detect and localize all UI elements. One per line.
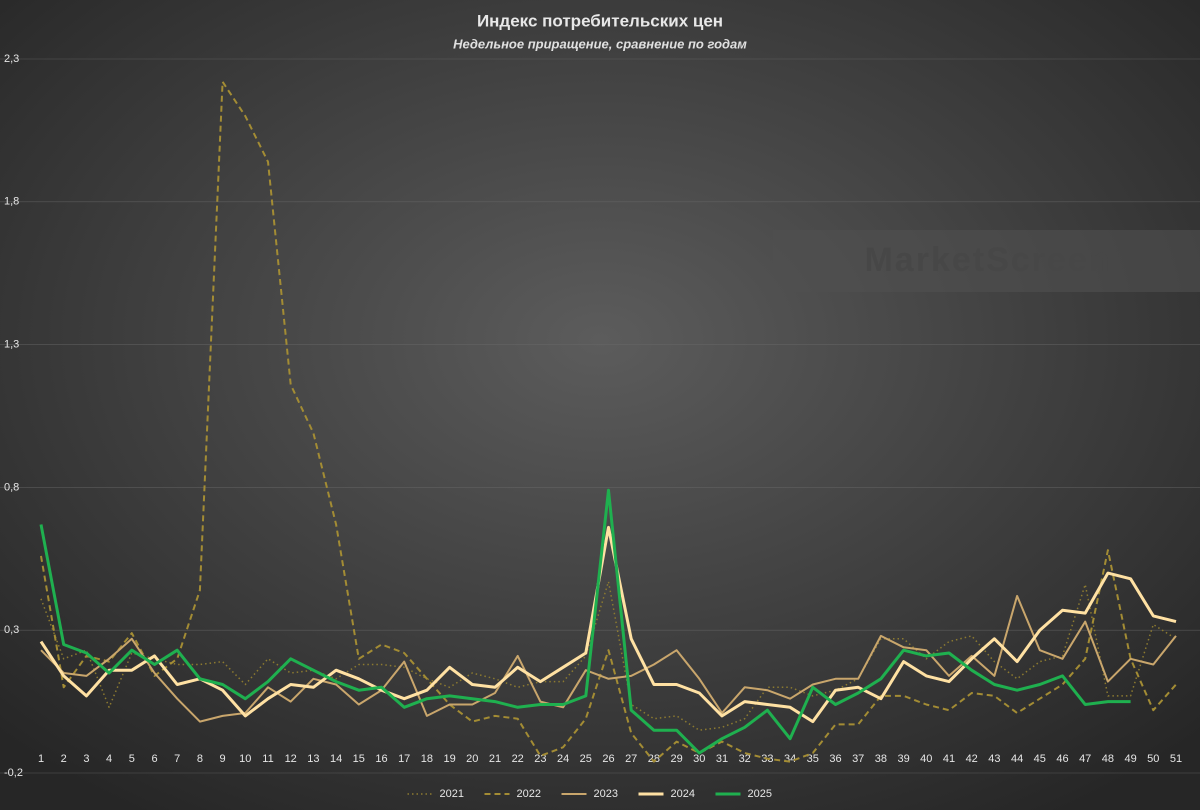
x-tick-label: 36: [829, 753, 841, 765]
x-tick-label: 12: [285, 753, 297, 765]
chart-title: Индекс потребительских цен: [477, 11, 723, 30]
x-tick-label: 39: [897, 753, 909, 765]
x-tick-label: 3: [83, 753, 89, 765]
chart-subtitle: Недельное приращение, сравнение по годам: [453, 36, 747, 51]
watermark: MarketScreen: [864, 241, 1111, 279]
x-tick-label: 29: [670, 753, 682, 765]
x-tick-label: 45: [1034, 753, 1046, 765]
series-line: [40, 580, 1177, 731]
x-tick-label: 49: [1124, 753, 1136, 765]
x-tick-label: 23: [534, 753, 546, 765]
x-tick-label: 27: [625, 753, 637, 765]
x-tick-label: 51: [1170, 753, 1182, 765]
x-tick-label: 31: [716, 753, 728, 765]
series-line: [39, 488, 1131, 755]
series-line: [40, 80, 1177, 763]
x-tick-label: 17: [398, 753, 410, 765]
x-tick-label: 8: [197, 753, 203, 765]
y-tick-label: 1,8: [4, 196, 19, 208]
x-tick-label: 9: [220, 753, 226, 765]
x-tick-label: 24: [557, 753, 569, 765]
y-tick-label: 2,3: [4, 53, 19, 65]
x-tick-label: 42: [966, 753, 978, 765]
x-tick-label: 14: [330, 753, 342, 765]
x-tick-label: 5: [129, 753, 135, 765]
x-tick-label: 30: [693, 753, 705, 765]
x-tick-label: 10: [239, 753, 251, 765]
x-tick-label: 1: [38, 753, 44, 765]
x-tick-label: 46: [1056, 753, 1068, 765]
legend-label: 2025: [748, 788, 772, 800]
x-tick-label: 19: [443, 753, 455, 765]
y-tick-label: 0,3: [4, 624, 19, 636]
x-tick-label: 26: [602, 753, 614, 765]
x-tick-label: 15: [353, 753, 365, 765]
x-tick-label: 11: [262, 753, 273, 765]
x-tick-label: 44: [1011, 753, 1023, 765]
x-tick-label: 28: [648, 753, 660, 765]
x-tick-label: 40: [920, 753, 932, 765]
x-tick-label: 38: [875, 753, 887, 765]
x-tick-label: 2: [61, 753, 67, 765]
x-tick-label: 6: [151, 753, 157, 765]
x-tick-label: 50: [1147, 753, 1159, 765]
y-tick-label: 1,3: [4, 339, 19, 351]
x-tick-label: 47: [1079, 753, 1091, 765]
y-tick-label: -0,2: [4, 767, 23, 779]
x-tick-label: 48: [1102, 753, 1114, 765]
x-tick-label: 25: [580, 753, 592, 765]
x-tick-label: 37: [852, 753, 864, 765]
x-tick-label: 41: [943, 753, 955, 765]
legend-label: 2021: [440, 788, 464, 800]
x-tick-label: 21: [489, 753, 501, 765]
x-tick-label: 22: [512, 753, 524, 765]
x-tick-label: 35: [807, 753, 819, 765]
x-tick-label: 7: [174, 753, 180, 765]
y-tick-label: 0,8: [4, 481, 19, 493]
legend-label: 2024: [671, 788, 695, 800]
x-tick-label: 4: [106, 753, 112, 765]
x-tick-label: 34: [784, 753, 796, 765]
x-tick-label: 20: [466, 753, 478, 765]
legend-label: 2023: [594, 788, 618, 800]
x-tick-label: 43: [988, 753, 1000, 765]
watermark-box: [773, 230, 1200, 292]
x-tick-label: 16: [375, 753, 387, 765]
x-tick-label: 13: [307, 753, 319, 765]
legend-label: 2022: [517, 788, 541, 800]
series-line: [39, 525, 1177, 724]
x-tick-label: 32: [739, 753, 751, 765]
x-tick-label: 18: [421, 753, 433, 765]
series-line: [40, 594, 1177, 723]
